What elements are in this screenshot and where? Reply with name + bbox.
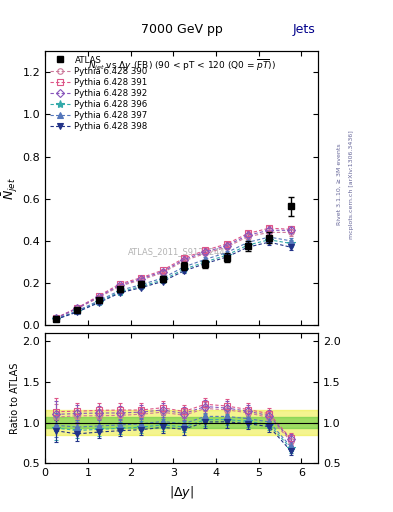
Bar xyxy=(45,417,318,428)
Text: Rivet 3.1.10, ≥ 3M events: Rivet 3.1.10, ≥ 3M events xyxy=(336,143,341,225)
Y-axis label: $\bar{N}_{jet}$: $\bar{N}_{jet}$ xyxy=(0,177,20,200)
Text: mcplots.cern.ch [arXiv:1306.3436]: mcplots.cern.ch [arXiv:1306.3436] xyxy=(349,130,354,239)
Text: Jets: Jets xyxy=(293,23,316,36)
Text: ATLAS_2011_S9126244: ATLAS_2011_S9126244 xyxy=(127,247,225,255)
Legend: ATLAS, Pythia 6.428 390, Pythia 6.428 391, Pythia 6.428 392, Pythia 6.428 396, P: ATLAS, Pythia 6.428 390, Pythia 6.428 39… xyxy=(48,54,149,133)
X-axis label: $|\Delta y|$: $|\Delta y|$ xyxy=(169,484,194,501)
Y-axis label: Ratio to ATLAS: Ratio to ATLAS xyxy=(10,362,20,434)
Bar xyxy=(45,410,318,435)
Text: $N_{jet}$ vs $\Delta y$ (FB) (90 < pT < 120 (Q0 = $\overline{pT}$)): $N_{jet}$ vs $\Delta y$ (FB) (90 < pT < … xyxy=(88,58,276,73)
Text: 7000 GeV pp: 7000 GeV pp xyxy=(141,23,223,36)
